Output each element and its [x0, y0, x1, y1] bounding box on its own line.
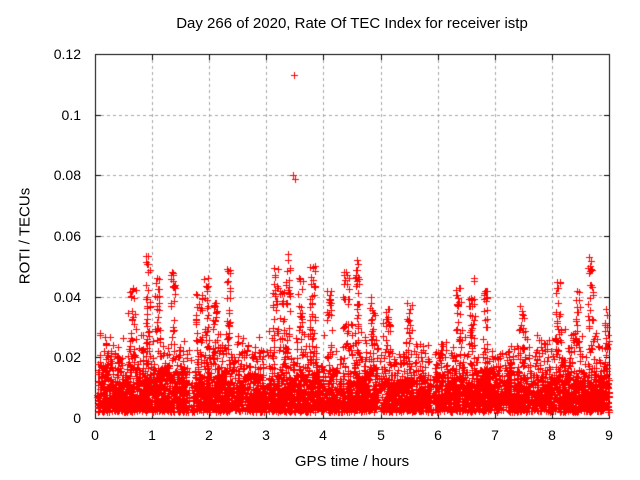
y-tick-label-6: 0.12: [53, 46, 81, 62]
x-tick-label-1: 1: [148, 427, 156, 443]
x-tick-label-7: 7: [491, 427, 499, 443]
y-tick-label-0: 0: [73, 410, 81, 426]
y-tick-label-4: 0.08: [53, 167, 81, 183]
x-axis-label: GPS time / hours: [294, 453, 410, 470]
x-tick-label-3: 3: [262, 427, 270, 443]
y-tick-label-1: 0.02: [53, 349, 81, 365]
y-tick-label-2: 0.04: [53, 289, 81, 305]
x-tick-label-2: 2: [205, 427, 213, 443]
x-tick-label-6: 6: [434, 427, 442, 443]
x-tick-label-4: 4: [319, 427, 327, 443]
x-tick-label-0: 0: [91, 427, 99, 443]
x-tick-label-8: 8: [548, 427, 556, 443]
x-tick-label-9: 9: [605, 427, 613, 443]
y-tick-label-5: 0.1: [61, 107, 81, 123]
y-tick-label-3: 0.06: [53, 228, 81, 244]
x-tick-label-5: 5: [377, 427, 385, 443]
chart-title: Day 266 of 2020, Rate Of TEC Index for r…: [176, 15, 528, 32]
